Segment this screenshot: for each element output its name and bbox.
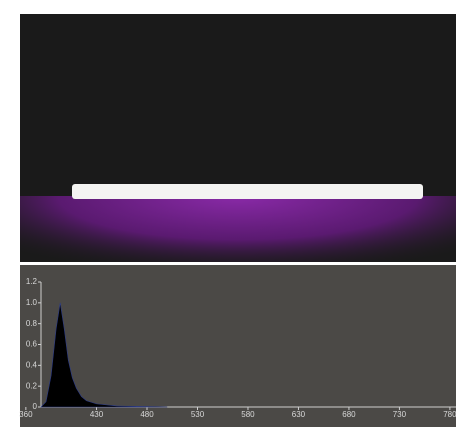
uv-glow — [20, 196, 456, 262]
spectrum-area — [40, 302, 168, 408]
y-tick-label: 0.8 — [26, 319, 38, 328]
y-tick-label: 0.4 — [26, 360, 38, 369]
y-tick-label: 0 — [33, 402, 38, 411]
x-tick-label: 630 — [292, 410, 306, 419]
x-tick-label: 360 — [19, 410, 33, 419]
y-tick-label: 0.6 — [26, 340, 38, 349]
chart-panel — [20, 265, 456, 427]
x-tick-label: 680 — [342, 410, 356, 419]
x-tick-label: 780 — [443, 410, 456, 419]
x-tick-label: 430 — [90, 410, 104, 419]
x-tick-label: 580 — [241, 410, 255, 419]
plot: 0 0.2 0.4 0.6 0.8 1.0 1.2 360 430 480 530 580 630 680… — [19, 277, 456, 419]
y-tick-label: 0.2 — [26, 381, 38, 390]
x-tick-label: 480 — [140, 410, 154, 419]
x-tick-label: 730 — [393, 410, 407, 419]
x-tick-label: 530 — [191, 410, 205, 419]
y-tick-label: 1.2 — [26, 277, 38, 286]
y-tick-label: 1.0 — [26, 298, 38, 307]
led-bar — [72, 184, 423, 199]
